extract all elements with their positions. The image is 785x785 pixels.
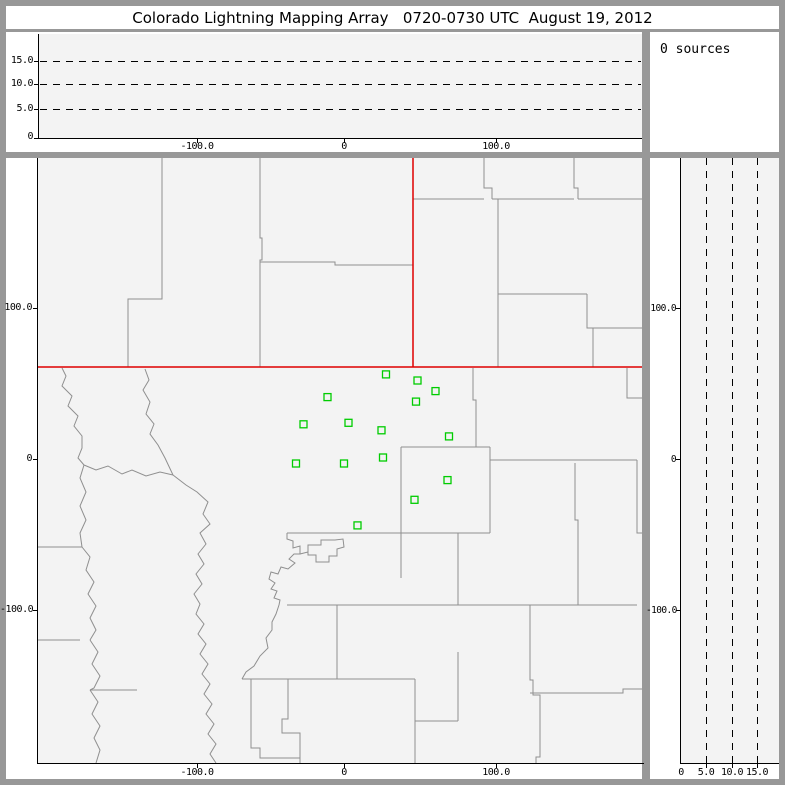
y-tick (676, 610, 680, 611)
gridline-5km (706, 158, 707, 763)
y-tick (34, 138, 38, 139)
ew-tick-label: 100.0 (482, 767, 510, 778)
gridline-15km (40, 61, 641, 62)
lma-station-markers (291, 370, 454, 530)
station-marker (381, 370, 391, 379)
station-marker (444, 432, 454, 441)
x-tick (344, 139, 345, 143)
y-tick (34, 109, 38, 110)
y-tick (34, 61, 38, 62)
x-tick (197, 139, 198, 143)
station-marker (344, 418, 353, 427)
station-marker (431, 386, 440, 396)
y-tick (34, 84, 38, 85)
altitude-tick-label: 15.0 (745, 767, 769, 778)
station-marker (291, 459, 301, 468)
window-title: Colorado Lightning Mapping Array 0720-07… (6, 6, 779, 29)
y-tick (676, 308, 680, 309)
station-marker (339, 459, 349, 468)
altitude-ew-plot-area (38, 34, 642, 139)
source-count-label: 0 sources (660, 42, 731, 57)
altitude-tick-label: 0 (678, 767, 684, 778)
ns-tick-label: 0 (670, 454, 677, 465)
altitude-tick-label: 5.0 (16, 103, 33, 114)
ew-tick-label: 0 (341, 767, 347, 778)
altitude-ns-plot-area (680, 158, 779, 764)
gridline-5km (40, 109, 641, 110)
ew-tick-label: -100.0 (180, 141, 214, 152)
ns-tick-label: 100.0 (650, 303, 676, 314)
station-marker (413, 376, 422, 385)
ew-tick-label: 100.0 (482, 141, 510, 152)
x-tick (496, 764, 497, 768)
gridline-10km (732, 158, 733, 763)
map-left-spine (37, 158, 38, 764)
y-tick (676, 459, 680, 460)
x-tick (732, 764, 733, 768)
y-tick (33, 308, 37, 309)
altitude-tick-label: 5.0 (697, 767, 715, 778)
ns-tick-label: 100.0 (4, 302, 32, 313)
ns-tick-label: -100.0 (646, 605, 677, 616)
station-marker (443, 475, 452, 485)
station-marker (411, 397, 421, 406)
x-tick (706, 764, 707, 768)
ns-tick-label: -100.0 (0, 604, 34, 615)
county-boundaries (38, 158, 642, 763)
plan-view-map (38, 158, 642, 763)
x-tick (197, 764, 198, 768)
station-marker (323, 392, 332, 402)
x-tick (496, 139, 497, 143)
state-borders (38, 158, 642, 368)
station-marker (353, 521, 362, 530)
y-tick (33, 610, 37, 611)
altitude-tick-label: 10.0 (10, 78, 34, 89)
ns-tick-label: 0 (26, 453, 32, 464)
gridline-10km (40, 84, 641, 85)
y-tick (33, 459, 37, 460)
x-tick (344, 764, 345, 768)
x-tick (757, 764, 758, 768)
station-marker (377, 426, 386, 435)
station-marker (410, 495, 419, 504)
altitude-tick-label: 15.0 (10, 55, 34, 66)
map-bottom-spine (37, 763, 644, 764)
ew-tick-label: 0 (341, 141, 347, 152)
station-marker (299, 420, 308, 429)
gridline-15km (757, 158, 758, 763)
altitude-tick-label: 0 (27, 131, 33, 142)
ew-tick-label: -100.0 (180, 767, 214, 778)
altitude-tick-label: 10.0 (720, 767, 744, 778)
station-marker (378, 453, 388, 462)
source-count-panel (650, 32, 779, 152)
